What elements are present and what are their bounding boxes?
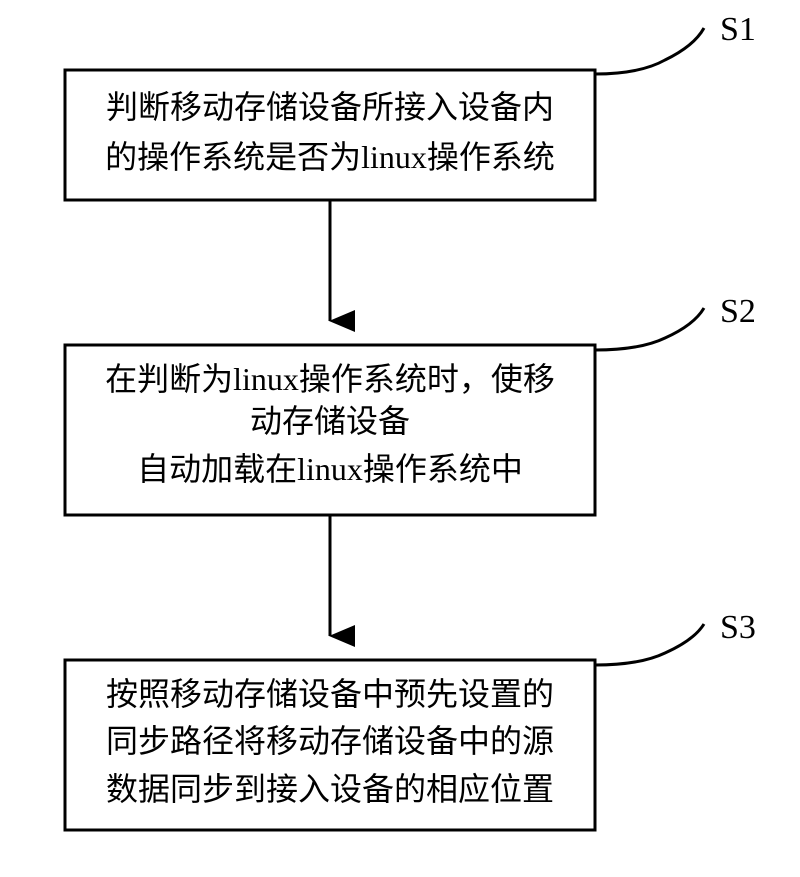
label-connector	[595, 308, 704, 350]
flowchart-step-s2: 在判断为linux操作系统时，使移动存储设备自动加载在linux操作系统中	[65, 345, 595, 515]
step-text: 的操作系统是否为linux操作系统	[105, 139, 555, 175]
step-text: 自动加载在linux操作系统中	[137, 451, 523, 487]
step-text: 在判断为linux操作系统时，使移	[105, 361, 555, 397]
label-connector	[595, 28, 704, 74]
step-label-l1: S1	[595, 11, 756, 74]
step-text: 动存储设备	[250, 403, 410, 439]
step-text: 数据同步到接入设备的相应位置	[106, 771, 554, 807]
flowchart-canvas: 判断移动存储设备所接入设备内的操作系统是否为linux操作系统在判断为linux…	[0, 0, 800, 877]
label-text: S2	[720, 293, 756, 330]
label-text: S3	[720, 609, 756, 646]
label-text: S1	[720, 11, 756, 48]
label-connector	[595, 624, 704, 665]
flowchart-step-s3: 按照移动存储设备中预先设置的同步路径将移动存储设备中的源数据同步到接入设备的相应…	[65, 660, 595, 830]
step-text: 同步路径将移动存储设备中的源	[106, 723, 554, 759]
step-label-l2: S2	[595, 293, 756, 350]
step-text: 按照移动存储设备中预先设置的	[106, 676, 554, 712]
step-text: 判断移动存储设备所接入设备内	[106, 89, 554, 125]
step-label-l3: S3	[595, 609, 756, 665]
flowchart-step-s1: 判断移动存储设备所接入设备内的操作系统是否为linux操作系统	[65, 70, 595, 200]
